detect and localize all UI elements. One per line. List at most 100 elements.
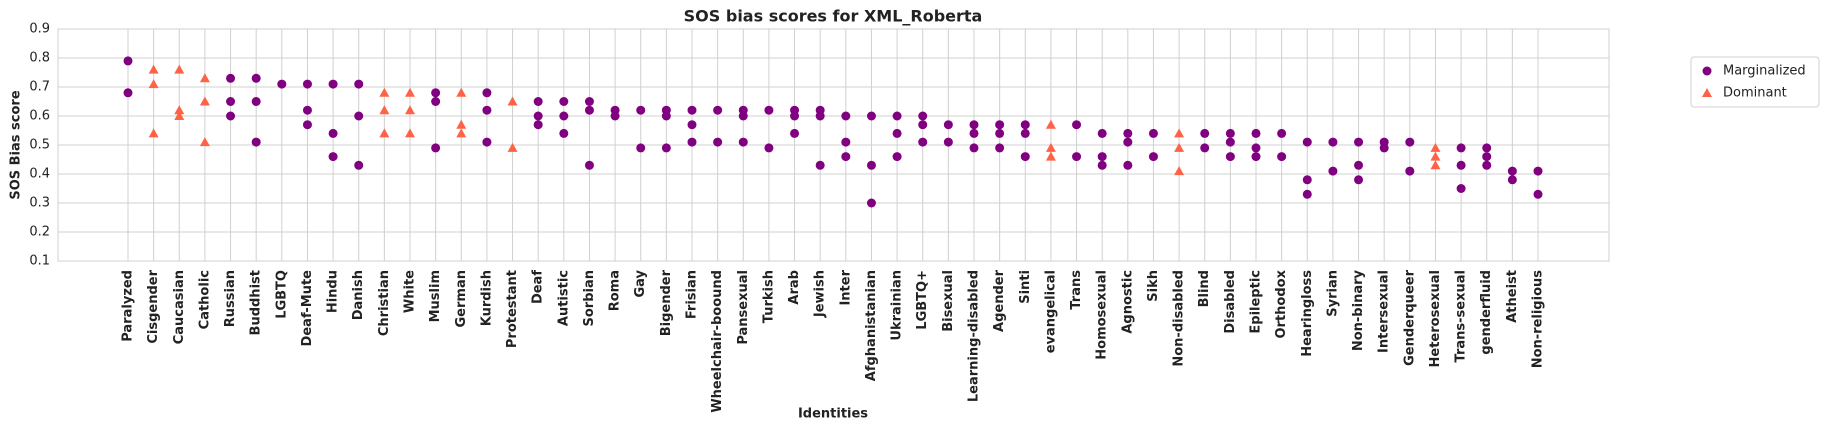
data-point	[1174, 142, 1185, 152]
data-point	[405, 105, 415, 115]
data-point	[533, 120, 543, 130]
data-point	[636, 105, 646, 115]
data-point	[1302, 189, 1312, 199]
x-tick-label: Sorbian	[582, 270, 597, 327]
data-point	[713, 137, 723, 147]
data-point	[687, 137, 697, 147]
data-point	[1507, 175, 1517, 185]
data-point	[995, 143, 1005, 153]
data-point	[1354, 137, 1364, 147]
data-point	[892, 152, 902, 162]
x-tick-label: LGBTQ+	[915, 270, 930, 330]
data-point	[251, 73, 261, 83]
x-tick-label: Non-religious	[1531, 270, 1546, 369]
x-tick-label: Agender	[992, 269, 1007, 332]
data-point	[1123, 128, 1133, 138]
data-point	[790, 111, 800, 121]
data-point	[892, 128, 902, 138]
data-point	[1430, 160, 1441, 170]
data-point	[328, 79, 338, 89]
x-tick-label: Arab	[787, 270, 802, 305]
data-point	[841, 137, 851, 147]
x-tick-label: Deaf	[531, 270, 546, 304]
data-point	[815, 111, 825, 121]
data-point	[1148, 128, 1158, 138]
data-point	[584, 160, 594, 170]
x-tick-label: Genderqueer	[1402, 269, 1417, 365]
data-point	[354, 111, 364, 121]
data-point	[1148, 152, 1158, 162]
data-point	[1020, 152, 1030, 162]
data-point	[661, 143, 671, 153]
data-point	[251, 97, 261, 106]
data-point	[866, 111, 876, 121]
data-point	[943, 120, 953, 130]
data-point	[1072, 152, 1082, 162]
data-point	[687, 105, 697, 115]
x-tick-label: Non-disabled	[1172, 270, 1187, 367]
data-point	[1354, 160, 1364, 170]
y-tick-label: 0.3	[29, 196, 50, 211]
y-tick-label: 0.5	[29, 138, 50, 153]
data-point	[559, 97, 569, 106]
x-tick-label: Caucasian	[172, 270, 187, 344]
data-point	[1533, 166, 1543, 176]
x-axis-title: Identities	[798, 407, 868, 422]
data-point	[1045, 119, 1056, 129]
legend-label: Dominant	[1723, 86, 1787, 101]
data-point	[1174, 128, 1185, 138]
x-tick-label: Orthodox	[1274, 269, 1289, 338]
x-tick-label: Sikh	[1146, 270, 1161, 302]
x-tick-label: Atheist	[1505, 270, 1520, 323]
y-tick-label: 0.4	[29, 167, 50, 182]
data-point	[1328, 166, 1338, 176]
data-point	[199, 73, 210, 83]
data-point	[1405, 137, 1415, 147]
data-point	[918, 111, 928, 121]
data-point	[226, 111, 236, 121]
data-point	[943, 137, 953, 147]
data-point	[1251, 152, 1261, 162]
data-point	[1123, 160, 1133, 170]
x-tick-label: Turkish	[761, 270, 776, 323]
legend-marker	[1702, 88, 1712, 97]
x-tick-label: Wheelchair-boound	[710, 270, 725, 413]
data-point	[226, 97, 236, 106]
data-point	[277, 79, 287, 89]
x-tick-label: Paralyzed	[121, 270, 136, 342]
data-point	[379, 87, 390, 97]
data-point	[995, 128, 1005, 138]
data-point	[482, 105, 492, 115]
data-point	[199, 96, 210, 106]
data-point	[302, 120, 312, 130]
x-tick-label: Jewish	[813, 270, 828, 318]
data-point	[199, 137, 210, 147]
data-point	[482, 88, 492, 98]
data-point	[226, 73, 236, 83]
data-point	[738, 137, 748, 147]
data-point	[302, 79, 312, 89]
x-tick-label: Homosexual	[1095, 270, 1110, 360]
data-point	[1097, 128, 1107, 138]
data-point	[1277, 152, 1287, 162]
y-tick-label: 0.1	[29, 254, 50, 269]
data-point	[1123, 137, 1133, 147]
x-tick-label: Non-binary	[1351, 269, 1366, 351]
data-point	[431, 143, 441, 153]
x-tick-label: Deaf-Mute	[300, 270, 315, 347]
data-point	[918, 137, 928, 147]
data-point	[1200, 143, 1210, 153]
data-point	[584, 105, 594, 115]
x-tick-label: Gay	[633, 269, 648, 297]
data-point	[1020, 128, 1030, 138]
x-tick-label: Frisian	[685, 270, 700, 319]
data-point	[866, 198, 876, 208]
y-tick-label: 0.9	[29, 22, 50, 37]
x-tick-label: Roma	[608, 270, 623, 311]
data-point	[661, 111, 671, 121]
data-point	[1328, 137, 1338, 147]
data-point	[559, 111, 569, 121]
x-tick-label: Autistic	[556, 270, 571, 326]
x-tick-label: Bigender	[659, 269, 674, 336]
